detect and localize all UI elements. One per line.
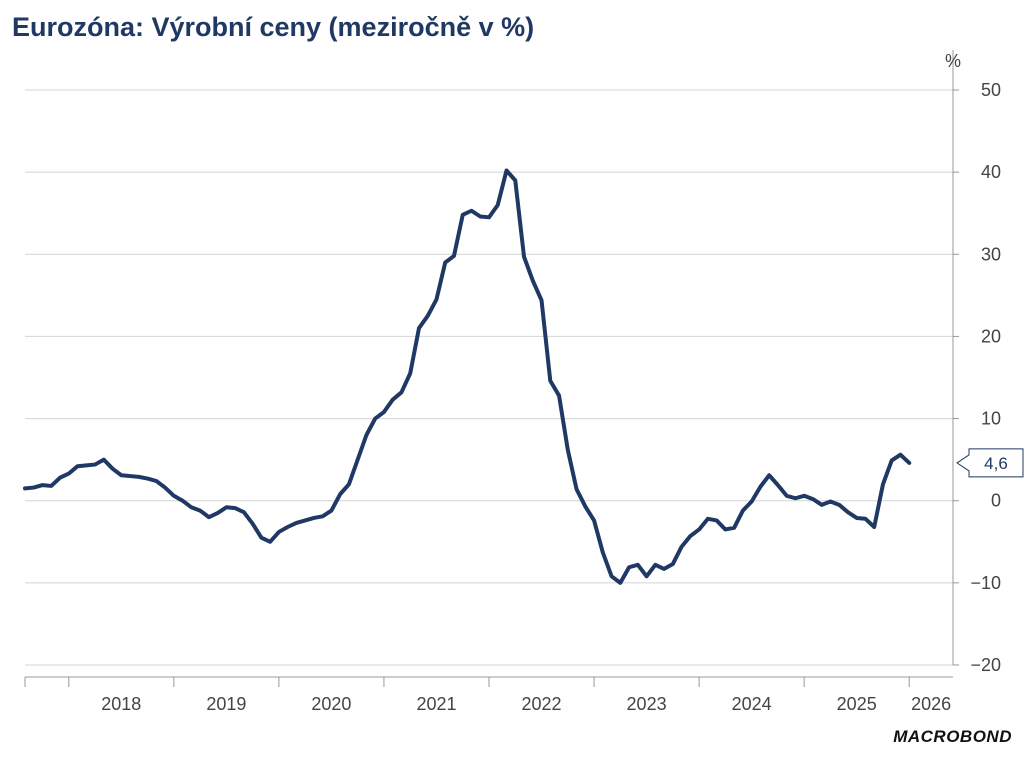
y-tick-label: −20 bbox=[970, 655, 1001, 675]
y-tick-label: 20 bbox=[981, 326, 1001, 346]
x-tick-label: 2019 bbox=[206, 694, 246, 714]
series-line bbox=[23, 168, 912, 585]
x-tick-label: 2022 bbox=[522, 694, 562, 714]
x-tick-label: 2023 bbox=[627, 694, 667, 714]
last-value-label: 4,6 bbox=[984, 454, 1008, 473]
x-tick-label: 2025 bbox=[837, 694, 877, 714]
y-tick-label: −10 bbox=[970, 573, 1001, 593]
callout-box bbox=[956, 448, 1024, 478]
x-tick-label: 2018 bbox=[101, 694, 141, 714]
gridlines bbox=[25, 89, 953, 666]
y-tick-label: 10 bbox=[981, 409, 1001, 429]
y-tick-label: 50 bbox=[981, 80, 1001, 100]
y-tick-label: 30 bbox=[981, 244, 1001, 264]
last-value-callout: 4,6 bbox=[956, 448, 1024, 478]
chart-title: Eurozóna: Výrobní ceny (meziročně v %) bbox=[12, 12, 535, 42]
y-tick-label: 40 bbox=[981, 162, 1001, 182]
y-axis-unit-label: % bbox=[945, 51, 961, 71]
x-tick-label: 2021 bbox=[416, 694, 456, 714]
macrobond-logo: MACROBOND bbox=[893, 727, 1012, 746]
x-tick-label: 2024 bbox=[732, 694, 772, 714]
series-layer bbox=[23, 168, 912, 585]
x-tick-label: 2020 bbox=[311, 694, 351, 714]
axes: 50 40 30 20 10 0 −10 −20 2018 2019 2020 2021 2022 202… bbox=[24, 50, 1001, 714]
x-tick-label: 2026 bbox=[911, 694, 951, 714]
y-tick-label: 0 bbox=[991, 491, 1001, 511]
